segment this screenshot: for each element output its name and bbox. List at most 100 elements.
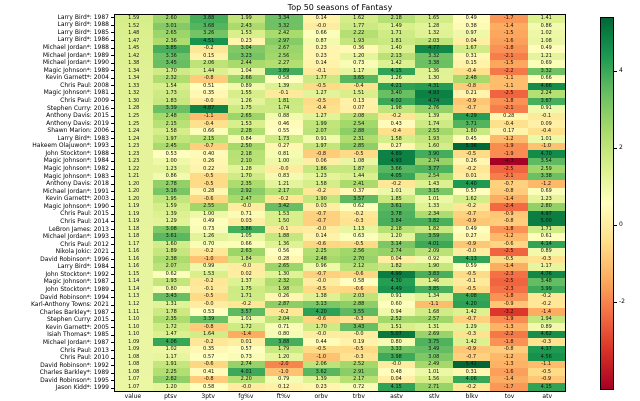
heatmap-cell: 0.57 [190, 353, 228, 361]
row-label-text: Magic Johnson*: 1983 [43, 172, 109, 180]
row-label-text: Magic Johnson*: 1981 [43, 89, 109, 97]
heatmap-cell: 2.31 [340, 135, 378, 143]
heatmap-cell: 2.91 [340, 368, 378, 376]
heatmap-cell: 0.23 [227, 37, 265, 46]
heatmap-cell: 0.84 [227, 135, 265, 143]
heatmap-cell: 1.09 [115, 338, 153, 346]
heatmap-cell: 1.38 [115, 60, 153, 68]
heatmap-cell: -0.4 [340, 82, 378, 91]
heatmap-cell: 3.34 [265, 15, 303, 23]
heatmap-cell: -0.7 [490, 180, 528, 188]
heatmap-cell: 2.56 [340, 248, 378, 256]
y-tick-mark [111, 47, 114, 49]
heatmap-cell: 1.04 [227, 67, 265, 76]
heatmap-cell: 1.17 [152, 353, 190, 361]
heatmap-cell: 0.87 [302, 37, 340, 46]
heatmap-grid: 1.59 2.60 3.88 1.99 3.34 0.14 1.62 2.18 1.65 0.49… [114, 14, 566, 392]
heatmap-cell: 0.23 [302, 45, 340, 53]
heatmap-cell: 0.06 [302, 157, 340, 166]
heatmap-cell: 1.34 [115, 67, 153, 76]
heatmap-cell: 2.32 [152, 75, 190, 83]
heatmap-cell: 3.38 [415, 60, 453, 68]
heatmap-cell: 0.31 [452, 368, 490, 376]
y-tick-mark [111, 62, 114, 64]
row-label: Michael Jordan*: 1990 [0, 59, 114, 67]
heatmap-cell: 1.74 [265, 105, 303, 113]
heatmap-cell: -0.4 [377, 127, 415, 136]
y-tick-mark [111, 236, 114, 238]
heatmap-cell: 1.07 [115, 383, 153, 391]
heatmap-cell: -0.7 [302, 218, 340, 226]
heatmap-cell: 1.30 [115, 97, 153, 106]
heatmap-cell: -1.1 [190, 112, 228, 121]
y-tick-mark [111, 39, 114, 41]
heatmap-cell: 1.44 [190, 67, 228, 76]
row-label-text: Chris Paul: 2008 [60, 81, 109, 89]
heatmap-cell: 1.05 [227, 233, 265, 241]
heatmap-cell: -0.0 [302, 278, 340, 286]
heatmap-cell: 0.66 [302, 30, 340, 38]
y-tick-mark [111, 319, 114, 321]
y-tick-mark [111, 77, 114, 79]
heatmap-cell: 0.58 [340, 278, 378, 286]
heatmap-cell: 0.12 [265, 383, 303, 391]
row-label: David Robinson*: 1995 [0, 377, 114, 385]
row-label: Anthony Davis: 2018 [0, 180, 114, 188]
heatmap-cell: 1.20 [377, 233, 415, 241]
heatmap-cell: 4.49 [377, 285, 415, 294]
heatmap-cell: 0.80 [265, 330, 303, 339]
heatmap-cell: 1.23 [115, 157, 153, 166]
heatmap-cell: -0.2 [190, 248, 228, 256]
heatmap-cell: 0.66 [190, 127, 228, 136]
heatmap-cell: 3.36 [152, 52, 190, 61]
heatmap-cell: 0.58 [190, 383, 228, 391]
column-label: ft%v [276, 393, 291, 400]
row-label-text: Larry Bird*: 1983 [57, 134, 109, 142]
heatmap-cell: -2.3 [490, 285, 528, 294]
heatmap-cell: 1.45 [115, 45, 153, 53]
heatmap-cell: -2.2 [490, 330, 528, 339]
row-label-text: Charles Barkley*: 1989 [39, 369, 109, 377]
heatmap-cell: -2.0 [265, 360, 303, 369]
heatmap-cell: 1.53 [227, 120, 265, 128]
colorbar-tick-mark [614, 147, 617, 149]
heatmap-cell: -0.9 [452, 240, 490, 249]
heatmap-cell: 0.71 [265, 323, 303, 331]
heatmap-cell: 1.62 [452, 195, 490, 203]
heatmap-cell: 2.59 [527, 165, 565, 173]
y-tick-mark [111, 342, 114, 344]
heatmap-cell: 0.35 [190, 345, 228, 354]
heatmap-cell: -1.5 [490, 30, 528, 38]
row-label-text: Chris Paul: 2014 [60, 217, 109, 225]
heatmap-cell: 1.53 [265, 210, 303, 219]
heatmap-cell: 0.26 [190, 157, 228, 166]
heatmap-cell: -0.4 [302, 105, 340, 113]
heatmap-cell: 1.21 [265, 180, 303, 188]
y-tick-mark [111, 387, 114, 389]
heatmap-cell: 1.70 [227, 172, 265, 181]
heatmap-cell: 1.29 [452, 323, 490, 331]
heatmap-cell: 1.36 [415, 67, 453, 76]
heatmap-cell: 0.01 [452, 172, 490, 181]
row-label: Michael Jordan*: 1993 [0, 233, 114, 241]
heatmap-cell: 3.88 [265, 338, 303, 346]
heatmap-cell: -1.9 [490, 315, 528, 324]
heatmap-cell: 1.19 [115, 202, 153, 211]
row-label-text: Michael Jordan*: 1993 [42, 233, 109, 241]
heatmap-cell: -2.1 [490, 52, 528, 61]
heatmap-cell: 1.23 [302, 172, 340, 181]
heatmap-cell: 3.14 [377, 240, 415, 249]
heatmap-cell: 0.07 [340, 105, 378, 113]
heatmap-cell: -0.0 [227, 202, 265, 211]
y-tick-mark [111, 17, 114, 19]
y-tick-mark [111, 297, 114, 299]
heatmap-cell: 0.80 [152, 285, 190, 294]
heatmap-cell: 0.57 [452, 187, 490, 196]
heatmap-cell: -0.1 [527, 112, 565, 121]
heatmap-cell: 2.74 [227, 360, 265, 369]
heatmap-cell: -0.9 [452, 97, 490, 106]
heatmap-cell: 1.01 [415, 368, 453, 376]
heatmap-cell: 1.85 [377, 195, 415, 203]
heatmap-cell: 4.14 [527, 240, 565, 249]
heatmap-cell: 0.03 [227, 218, 265, 226]
